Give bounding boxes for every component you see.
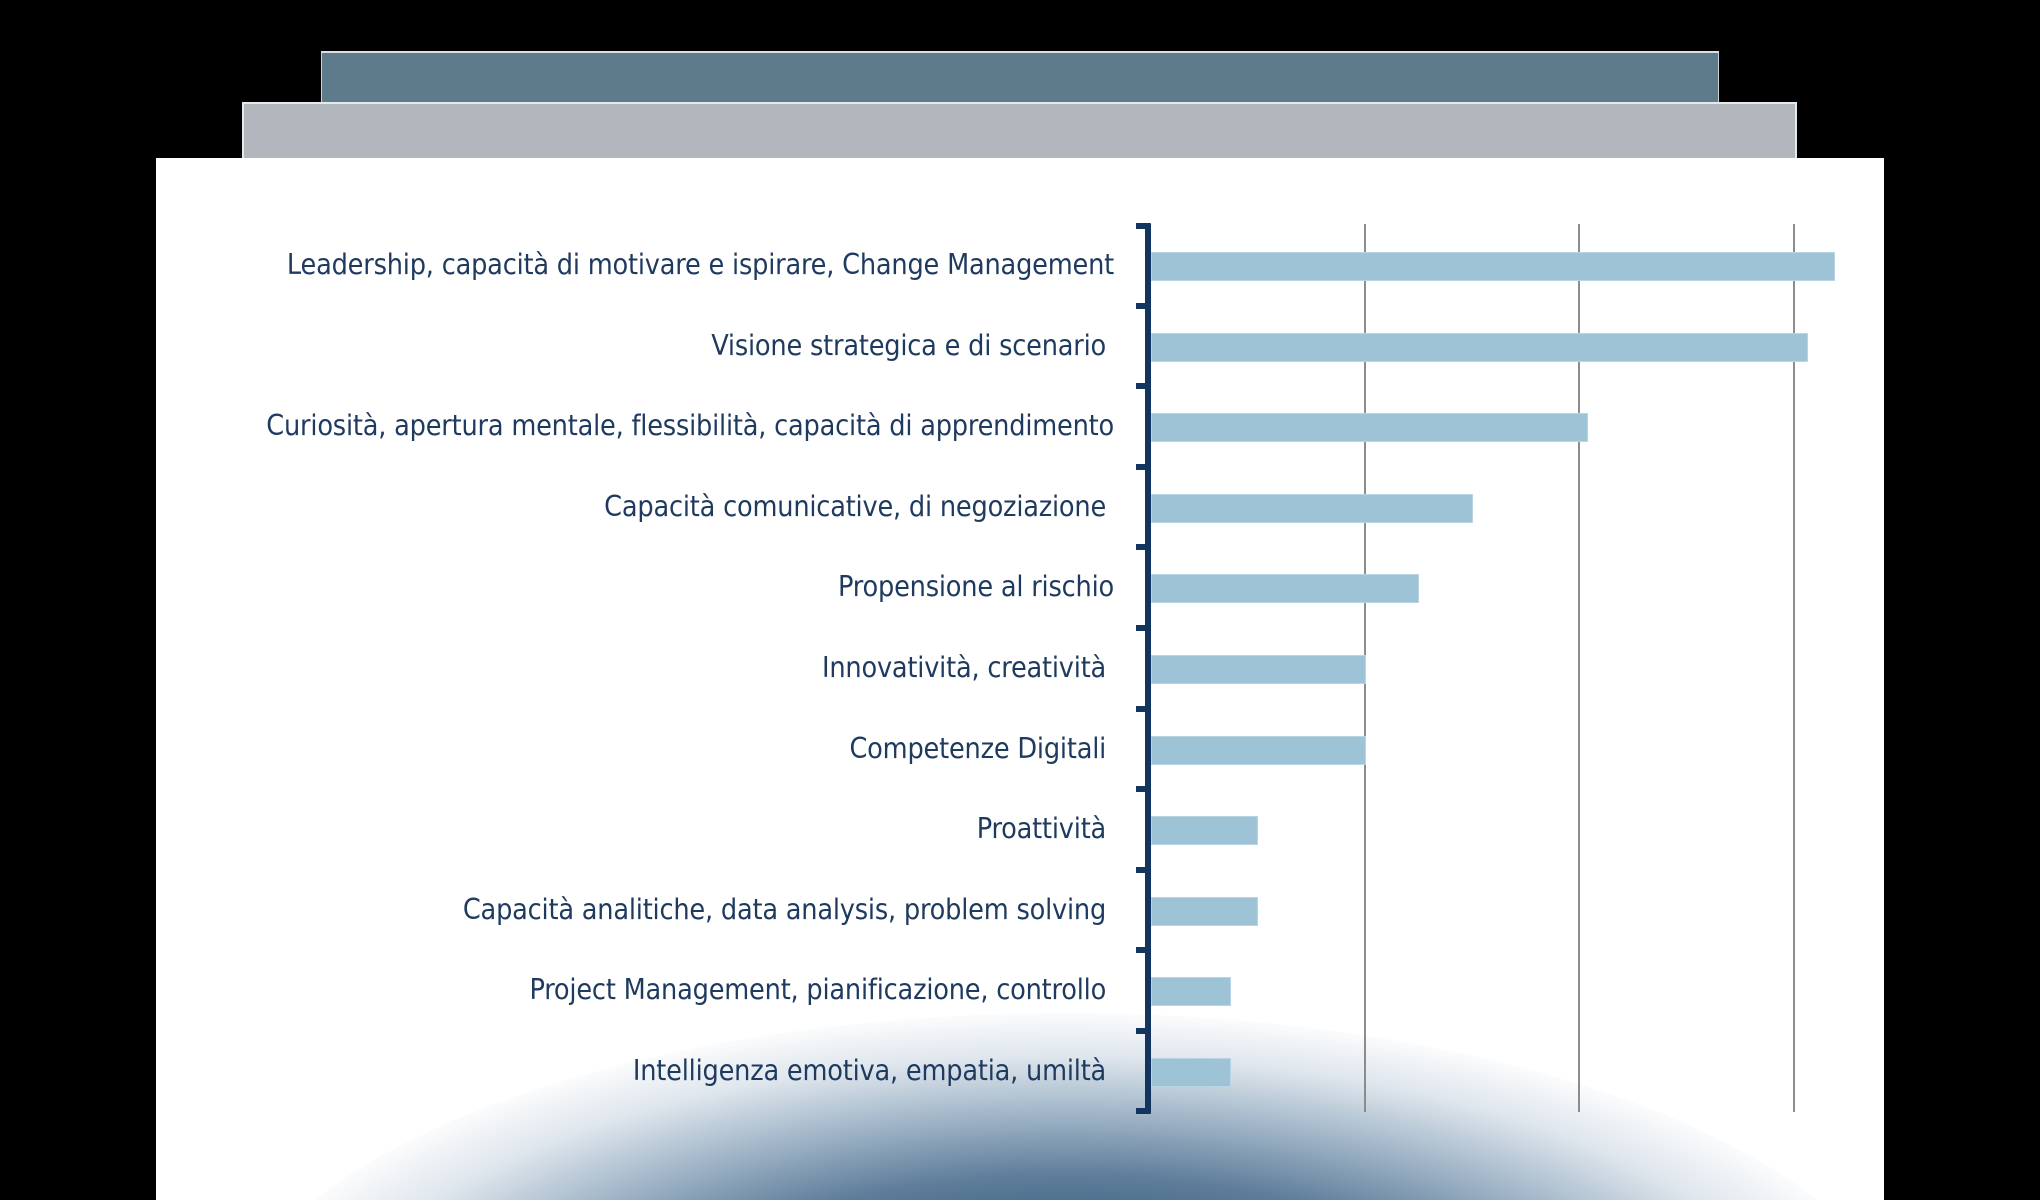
category-label: Propensione al rischio: [838, 570, 1114, 604]
category-label: Curiosità, apertura mentale, flessibilit…: [266, 409, 1114, 443]
y-axis-tick: [1136, 947, 1150, 954]
category-label: Visione strategica e di scenario: [711, 328, 1114, 362]
category-label: Project Management, pianificazione, cont…: [529, 973, 1114, 1007]
bar: [1151, 896, 1259, 926]
header-tab-middle: [242, 102, 1797, 158]
y-axis-tick: [1136, 1028, 1150, 1034]
chart-row: Curiosità, apertura mentale, flessibilit…: [156, 386, 1884, 467]
category-label: Leadership, capacità di motivare e ispir…: [286, 248, 1114, 281]
chart-row: Intelligenza emotiva, empatia, umiltà: [156, 1031, 1884, 1112]
chart-row: Innovatività, creatività: [156, 628, 1884, 709]
y-axis-line: [1145, 223, 1151, 1114]
chart-row: Project Management, pianificazione, cont…: [156, 950, 1884, 1031]
bar: [1151, 252, 1835, 281]
y-axis-tick: [1136, 786, 1150, 793]
y-axis-tick: [1136, 383, 1150, 390]
y-axis-tick: [1136, 1108, 1150, 1114]
y-axis-tick: [1136, 705, 1150, 712]
y-axis-tick: [1136, 625, 1150, 631]
bar: [1151, 332, 1808, 362]
gridline: [1792, 224, 1795, 1112]
y-axis-tick: [1136, 866, 1150, 873]
y-axis-tick: [1136, 544, 1150, 551]
y-axis-tick: [1136, 223, 1150, 229]
bar: [1151, 413, 1589, 443]
y-axis-tick: [1136, 463, 1150, 470]
chart-row: Competenze Digitali: [156, 709, 1884, 790]
bar: [1151, 977, 1232, 1007]
chart-card: Leadership, capacità di motivare e ispir…: [156, 158, 1884, 1200]
chart-row: Capacità comunicative, di negoziazione: [156, 467, 1884, 548]
category-label: Proattività: [976, 812, 1114, 846]
chart-row: Propensione al rischio: [156, 547, 1884, 628]
chart-row: Proattività: [156, 789, 1884, 870]
header-tab-back: [321, 51, 1719, 103]
chart-row: Visione strategica e di scenario: [156, 306, 1884, 387]
category-label: Competenze Digitali: [849, 731, 1114, 765]
bar: [1151, 493, 1473, 523]
chart-row: Leadership, capacità di motivare e ispir…: [156, 225, 1884, 306]
bar: [1151, 735, 1366, 765]
category-label: Capacità comunicative, di negoziazione: [604, 489, 1114, 523]
category-label: Innovatività, creatività: [822, 651, 1114, 684]
gridline: [1578, 224, 1580, 1112]
y-axis-tick: [1136, 302, 1150, 309]
bar: [1151, 1058, 1232, 1087]
category-label: Intelligenza emotiva, empatia, umiltà: [632, 1054, 1114, 1087]
bar-chart: Leadership, capacità di motivare e ispir…: [156, 158, 1884, 1200]
bar: [1151, 816, 1259, 846]
bar: [1151, 574, 1420, 604]
bar: [1151, 655, 1366, 684]
chart-row: Capacità analitiche, data analysis, prob…: [156, 870, 1884, 951]
category-label: Capacità analitiche, data analysis, prob…: [462, 892, 1114, 926]
